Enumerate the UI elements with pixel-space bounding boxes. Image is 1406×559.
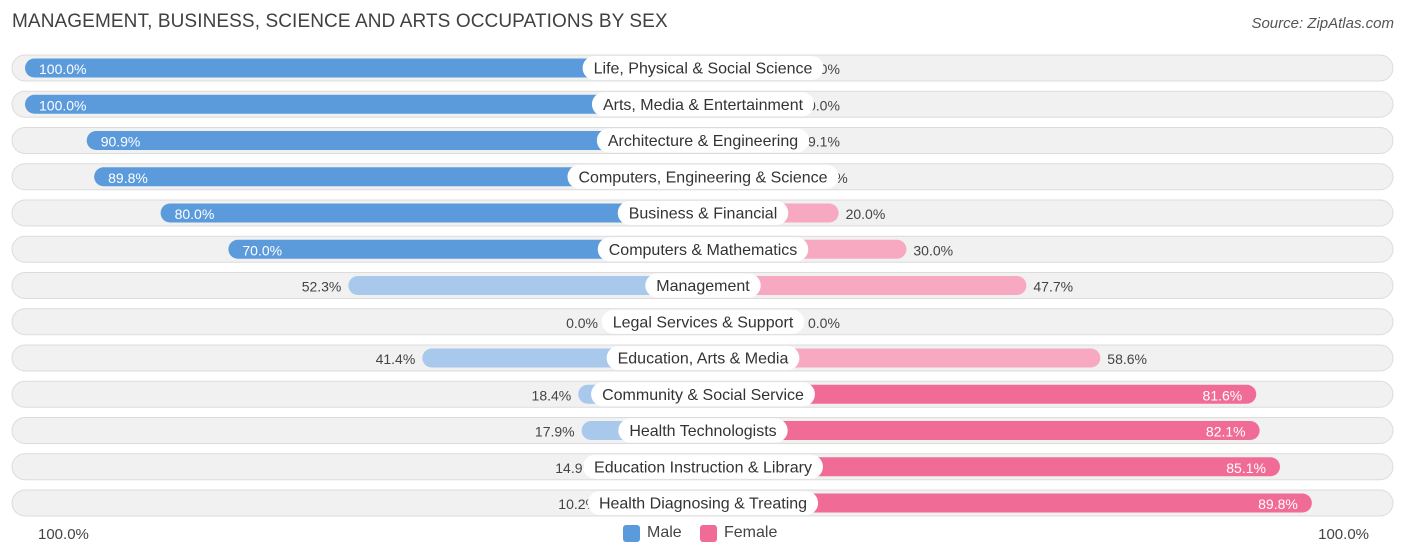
category-label: Education, Arts & Media [618, 351, 789, 368]
category-label: Business & Financial [629, 206, 778, 223]
category-label-bg [596, 128, 810, 153]
male-bar [348, 276, 703, 295]
category-label: Architecture & Engineering [608, 133, 798, 150]
axis-right-label: 100.0% [1318, 526, 1369, 543]
legend-male-label: Male [647, 524, 682, 541]
legend-male: Male [623, 524, 682, 542]
category-label-bg [645, 273, 761, 298]
female-value-label: 58.6% [1107, 351, 1147, 367]
category-label-bg [606, 346, 800, 370]
category-label: Health Technologists [629, 423, 776, 440]
legend-female: Female [700, 524, 777, 542]
male-bar [160, 203, 704, 223]
female-value-label: 85.1% [1226, 460, 1266, 476]
category-label-bg [583, 454, 823, 479]
male-value-label: 100.0% [39, 61, 86, 77]
category-label-bg [601, 309, 805, 334]
female-value-label: 81.6% [1203, 387, 1243, 403]
category-label: Computers, Engineering & Science [578, 169, 827, 186]
male-value-label: 10.2% [558, 496, 598, 512]
male-value-label: 18.4% [532, 387, 572, 403]
category-label: Health Diagnosing & Treating [599, 496, 807, 513]
male-value-label: 80.0% [175, 206, 215, 222]
female-value-label: 9.1% [808, 134, 840, 150]
category-label: Community & Social Service [602, 387, 804, 404]
legend-female-swatch [700, 524, 717, 542]
category-label: Computers & Mathematics [609, 242, 798, 259]
female-value-label: 30.0% [913, 242, 953, 258]
source-credit: Source: ZipAtlas.com [1251, 15, 1394, 32]
female-bar [703, 457, 1280, 477]
category-label: Management [656, 278, 750, 295]
male-value-label: 89.8% [108, 170, 148, 186]
category-label-bg [582, 56, 824, 80]
female-value-label: 0.0% [808, 97, 840, 113]
legend-male-swatch [623, 524, 640, 542]
female-value-label: 47.7% [1033, 279, 1073, 295]
chart: 100.0% 0.0% Life, Physical & Social Scienc… [11, 54, 1394, 517]
legend-female-label: Female [724, 524, 778, 541]
category-label: Arts, Media & Entertainment [603, 97, 804, 114]
category-label-bg [587, 491, 819, 515]
female-value-label: 89.8% [1258, 496, 1298, 512]
female-value-label: 20.0% [846, 206, 886, 222]
axis-left-label: 100.0% [38, 526, 89, 543]
category-label-bg [597, 237, 809, 262]
category-label: Education Instruction & Library [594, 459, 812, 476]
chart-title: MANAGEMENT, BUSINESS, SCIENCE AND ARTS O… [12, 11, 668, 32]
female-bar [703, 276, 1027, 295]
male-value-label: 52.3% [302, 279, 342, 295]
female-value-label: 82.1% [1206, 424, 1246, 440]
male-value-label: 41.4% [376, 351, 416, 367]
male-value-label: 100.0% [39, 97, 86, 113]
male-bar [228, 239, 703, 259]
female-bar [703, 348, 1101, 368]
male-value-label: 70.0% [242, 242, 282, 258]
category-label-bg [618, 418, 788, 443]
category-label-bg [617, 201, 789, 225]
male-value-label: 17.9% [535, 424, 575, 440]
category-label: Life, Physical & Social Science [594, 61, 813, 78]
category-label-bg [591, 92, 815, 117]
male-value-label: 90.9% [101, 134, 141, 150]
female-value-label: 0.0% [808, 315, 840, 331]
category-label-bg [567, 164, 839, 189]
category-label: Legal Services & Support [613, 314, 794, 331]
male-bar [94, 167, 703, 187]
male-bar [86, 131, 703, 150]
male-bar [25, 94, 703, 114]
female-bar [703, 421, 1260, 440]
category-label-bg [591, 382, 815, 407]
male-value-label: 0.0% [566, 315, 598, 331]
female-bar [703, 493, 1312, 513]
female-bar [703, 384, 1257, 404]
legend: Male Female [0, 524, 1406, 544]
male-bar [25, 58, 703, 78]
